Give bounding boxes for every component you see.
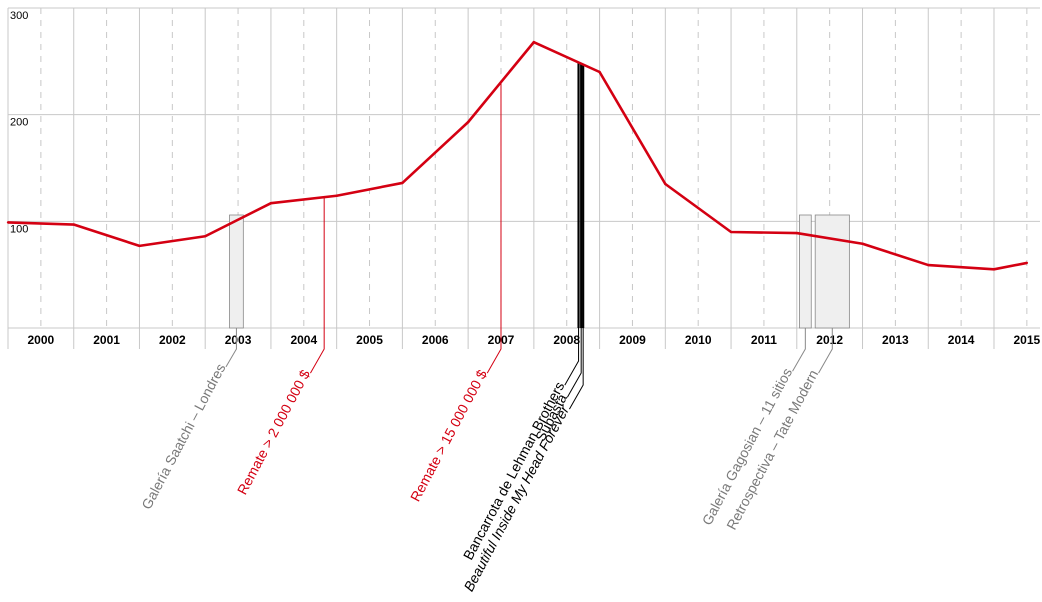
annotation-label: Remate > 2 000 000 $ bbox=[234, 367, 313, 497]
series-line bbox=[8, 42, 1027, 269]
data-point bbox=[927, 264, 929, 266]
x-tick-label: 2011 bbox=[751, 333, 777, 347]
x-tick-label: 2005 bbox=[356, 333, 383, 347]
data-point bbox=[664, 183, 666, 185]
gridlines bbox=[8, 8, 1040, 349]
data-point bbox=[335, 195, 337, 197]
data-point bbox=[401, 182, 403, 184]
data-point bbox=[467, 121, 469, 123]
x-tick-label: 2001 bbox=[93, 333, 120, 347]
annotation-label: Remate > 15 000 000 $ bbox=[407, 367, 490, 504]
annotation-band bbox=[230, 215, 244, 328]
x-tick-label: 2008 bbox=[553, 333, 580, 347]
x-tick-label: 2010 bbox=[685, 333, 712, 347]
data-point bbox=[796, 232, 798, 234]
x-tick-label: 2014 bbox=[948, 333, 975, 347]
data-point bbox=[138, 245, 140, 247]
data-point bbox=[993, 268, 995, 270]
data-point bbox=[1026, 262, 1028, 264]
data-point bbox=[598, 71, 600, 73]
annotation-band bbox=[815, 215, 849, 328]
annotation-labels: Galería Saatchi – Londres Remate > 2 000 … bbox=[138, 361, 821, 594]
x-tick-label: 2009 bbox=[619, 333, 646, 347]
data-point bbox=[204, 235, 206, 237]
annotation-leader bbox=[793, 328, 806, 371]
y-tick-label: 300 bbox=[10, 10, 28, 22]
data-point bbox=[7, 221, 9, 223]
annotation-label: Beautiful Inside My Head Forever bbox=[460, 402, 572, 594]
annotation-lines bbox=[324, 62, 583, 328]
x-tick-label: 2015 bbox=[1014, 333, 1041, 347]
series-lines bbox=[7, 41, 1028, 271]
y-tick-label: 100 bbox=[10, 223, 28, 235]
y-axis-tick-labels: 100 200 300 bbox=[10, 10, 28, 235]
x-tick-label: 2003 bbox=[225, 333, 252, 347]
x-tick-label: 2002 bbox=[159, 333, 186, 347]
data-point bbox=[533, 41, 535, 43]
annotation-label: Galería Saatchi – Londres bbox=[138, 361, 228, 512]
x-tick-label: 2004 bbox=[290, 333, 317, 347]
data-point bbox=[73, 223, 75, 225]
x-tick-label: 2006 bbox=[422, 333, 449, 347]
y-tick-label: 200 bbox=[10, 117, 28, 129]
annotation-band bbox=[799, 215, 811, 328]
x-tick-label: 2013 bbox=[882, 333, 909, 347]
data-point bbox=[861, 243, 863, 245]
x-tick-label: 2000 bbox=[28, 333, 55, 347]
data-point bbox=[270, 202, 272, 204]
x-tick-label: 2012 bbox=[816, 333, 843, 347]
data-point bbox=[730, 231, 732, 233]
